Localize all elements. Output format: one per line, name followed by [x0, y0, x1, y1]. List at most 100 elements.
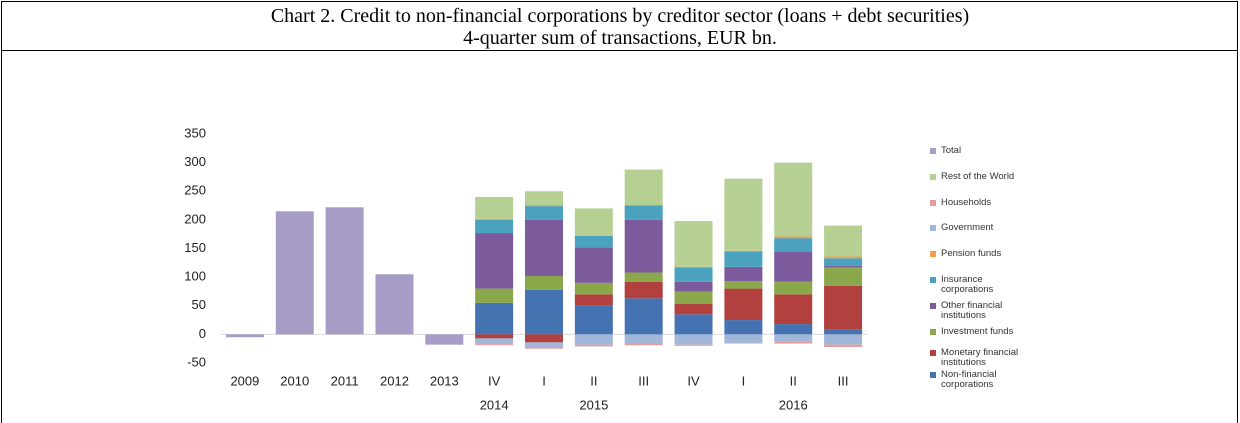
bar-segment: [774, 238, 813, 252]
chart-subtitle: 4-quarter sum of transactions, EUR bn.: [463, 27, 777, 49]
bar-segment: [824, 258, 863, 266]
legend-item: Insurance corporations: [930, 275, 1050, 295]
bar-segment: [574, 334, 613, 345]
bar-segment: [824, 225, 863, 257]
legend-item: Total: [930, 146, 1050, 156]
legend-swatch: [930, 372, 936, 378]
bar-segment: [525, 206, 563, 220]
bar-segment: [724, 342, 763, 344]
bar-segment: [525, 191, 563, 205]
legend-item: Investment funds: [930, 327, 1050, 337]
bar-segment: [574, 294, 613, 306]
legend-swatch: [930, 225, 936, 231]
y-tick-label: 100: [184, 269, 206, 284]
x-tick-label: 2011: [331, 373, 359, 388]
bar-segment: [824, 344, 863, 347]
bar-segment: [475, 218, 514, 220]
bar-segment: [624, 334, 663, 343]
bar-segment: [624, 281, 663, 299]
legend-label: Rest of the World: [941, 171, 1015, 182]
x-tick-label: IV: [488, 373, 501, 388]
legend-label: Monetary financial institutions: [941, 347, 1019, 368]
chart-title: Chart 2. Credit to non-financial corpora…: [270, 5, 970, 27]
bar-segment: [574, 344, 613, 347]
x-tick-label: I: [542, 373, 546, 388]
x-tick-label: 2012: [380, 373, 409, 388]
bar-segment: [824, 267, 863, 286]
legend-label: Government: [941, 222, 994, 233]
y-tick-label: 150: [184, 240, 206, 255]
bar-segment: [624, 298, 663, 335]
bar-segment: [724, 288, 763, 321]
bar-segment: [774, 162, 813, 237]
legend-item: Rest of the World: [930, 172, 1050, 182]
bar-segment: [475, 302, 514, 335]
bar-segment: [774, 281, 813, 295]
bar-segment: [475, 196, 514, 219]
bar-segment: [674, 344, 713, 346]
bar-segment: [674, 281, 713, 292]
bar-segment: [774, 341, 813, 344]
x-tick-label: IV: [687, 373, 700, 388]
bar-segment: [574, 235, 613, 248]
legend-item: Monetary financial institutions: [930, 348, 1050, 368]
bar-segment: [774, 251, 813, 282]
x-group-label: 2016: [779, 397, 808, 412]
legend-label: Insurance corporations: [941, 274, 994, 295]
bar-segment: [475, 219, 514, 234]
legend-label: Total: [941, 145, 962, 156]
bar-segment: [425, 334, 464, 345]
x-tick-label: 2010: [280, 373, 309, 388]
bar-segment: [774, 236, 813, 239]
x-group-label: 2015: [579, 397, 608, 412]
bar-segment: [525, 342, 563, 347]
x-tick-label: 2013: [430, 373, 459, 388]
bar-segment: [525, 204, 563, 207]
bar-segment: [275, 211, 314, 335]
bar-segment: [574, 208, 613, 236]
y-tick-label: 300: [184, 154, 206, 169]
bar-segment: [674, 267, 713, 282]
bar-segment: [624, 204, 663, 206]
x-tick-label: III: [838, 373, 849, 388]
legend-item: Pension funds: [930, 249, 1050, 259]
bar-segment: [724, 334, 763, 343]
y-tick-label: -50: [187, 354, 206, 369]
legend-label: Households: [941, 197, 992, 208]
y-tick-label: 50: [192, 297, 206, 312]
bar-segment: [724, 320, 763, 335]
legend-swatch: [930, 277, 936, 283]
y-tick-label: 250: [184, 183, 206, 198]
bar-segment: [525, 346, 563, 349]
bar-segment: [774, 294, 813, 325]
legend-swatch: [930, 329, 936, 335]
bar-segment: [824, 329, 863, 335]
bar-segment: [624, 272, 663, 282]
legend-label: Pension funds: [941, 248, 1002, 259]
x-tick-label: 2009: [230, 373, 259, 388]
bar-segment: [574, 282, 613, 295]
bar-segment: [824, 285, 863, 330]
x-tick-label: II: [790, 373, 797, 388]
bar-segment: [774, 324, 813, 335]
bar-segment: [674, 291, 713, 305]
bar-segment: [475, 288, 514, 303]
legend-swatch: [930, 251, 936, 257]
bar-segment: [624, 219, 663, 273]
bar-segment: [225, 334, 264, 338]
legend-item: Non-financial corporations: [930, 370, 1050, 390]
bar-segment: [475, 344, 514, 346]
bar-segment: [325, 207, 364, 335]
bar-segment: [624, 205, 663, 220]
bar-segment: [824, 265, 863, 268]
bar-segment: [574, 247, 613, 283]
y-tick-label: 350: [184, 125, 206, 140]
bar-segment: [475, 338, 514, 345]
bar-segment: [624, 342, 663, 346]
y-tick-label: 0: [199, 326, 206, 341]
bar-segment: [574, 235, 613, 236]
bar-segment: [824, 256, 863, 259]
bar-segment: [724, 178, 763, 251]
